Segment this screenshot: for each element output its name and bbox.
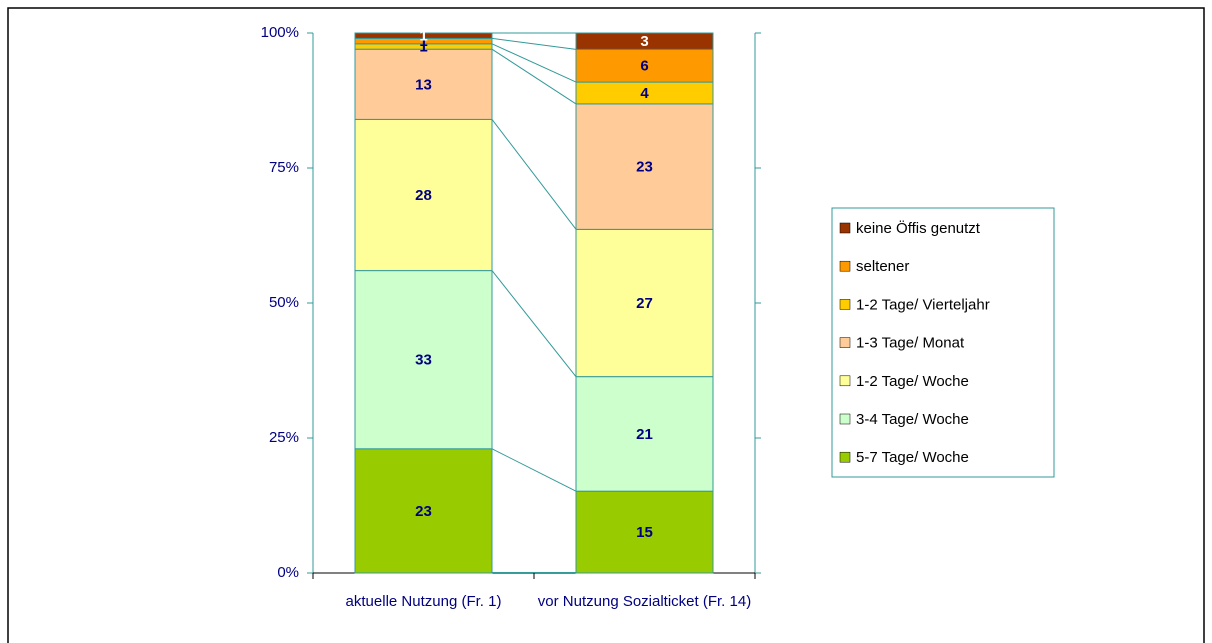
bar-segment — [354, 118, 493, 272]
value-label: 23 — [415, 503, 432, 520]
y-tick-label: 50% — [269, 294, 299, 311]
x-tick-label: aktuelle Nutzung (Fr. 1) — [345, 593, 502, 610]
legend-label: keine Öffis genutzt — [856, 219, 981, 237]
legend-label: 1-2 Tage/ Woche — [856, 373, 969, 390]
value-label: 27 — [636, 295, 653, 312]
y-tick-label: 75% — [269, 159, 299, 176]
value-label: 13 — [415, 76, 432, 93]
legend-swatch — [839, 299, 851, 310]
value-label: 28 — [415, 187, 432, 204]
x-tick-label: vor Nutzung Sozialticket (Fr. 14) — [537, 593, 752, 610]
value-label: 1 — [419, 38, 427, 55]
frame — [7, 7, 1205, 643]
legend-swatch — [839, 375, 851, 387]
value-label: 33 — [415, 352, 432, 369]
bar-segment — [354, 448, 493, 574]
bar-segment — [575, 228, 714, 378]
legend-label: 5-7 Tage/ Woche — [856, 449, 969, 466]
value-label: 23 — [636, 159, 653, 176]
value-label: 1 — [419, 33, 427, 50]
value-label: 3 — [640, 33, 648, 50]
legend-swatch — [839, 413, 851, 425]
legend-label: 1-3 Tage/ Monat — [856, 335, 965, 352]
series-connector — [491, 48, 577, 105]
y-tick-label: 0% — [277, 564, 299, 581]
legend-swatch — [839, 337, 851, 348]
bar-segment — [575, 490, 714, 574]
legend-swatch — [839, 451, 851, 463]
bar-segment — [354, 32, 493, 39]
y-tick-label: 25% — [269, 429, 299, 446]
legend-box — [831, 207, 1055, 478]
bar-segment — [575, 103, 714, 230]
value-label: 21 — [636, 426, 653, 443]
legend-label: 3-4 Tage/ Woche — [856, 411, 969, 428]
legend-swatch — [839, 260, 851, 272]
legend-label: seltener — [856, 258, 909, 275]
legend-swatch — [839, 222, 851, 234]
bar-segment — [575, 376, 714, 492]
bar-segment — [354, 270, 493, 450]
y-tick-label: 100% — [261, 24, 299, 41]
value-label: 6 — [640, 58, 648, 75]
legend-label: 1-2 Tage/ Vierteljahr — [856, 296, 990, 313]
series-connector — [491, 37, 577, 50]
series-connector — [491, 448, 577, 492]
series-connector — [491, 119, 577, 230]
value-label: 4 — [640, 85, 649, 102]
value-label: 1 — [419, 28, 427, 45]
series-connector — [491, 43, 577, 83]
bar-segment — [575, 32, 714, 50]
bar-segment — [354, 48, 493, 120]
value-label: 15 — [636, 524, 653, 541]
series-connector — [491, 270, 577, 377]
